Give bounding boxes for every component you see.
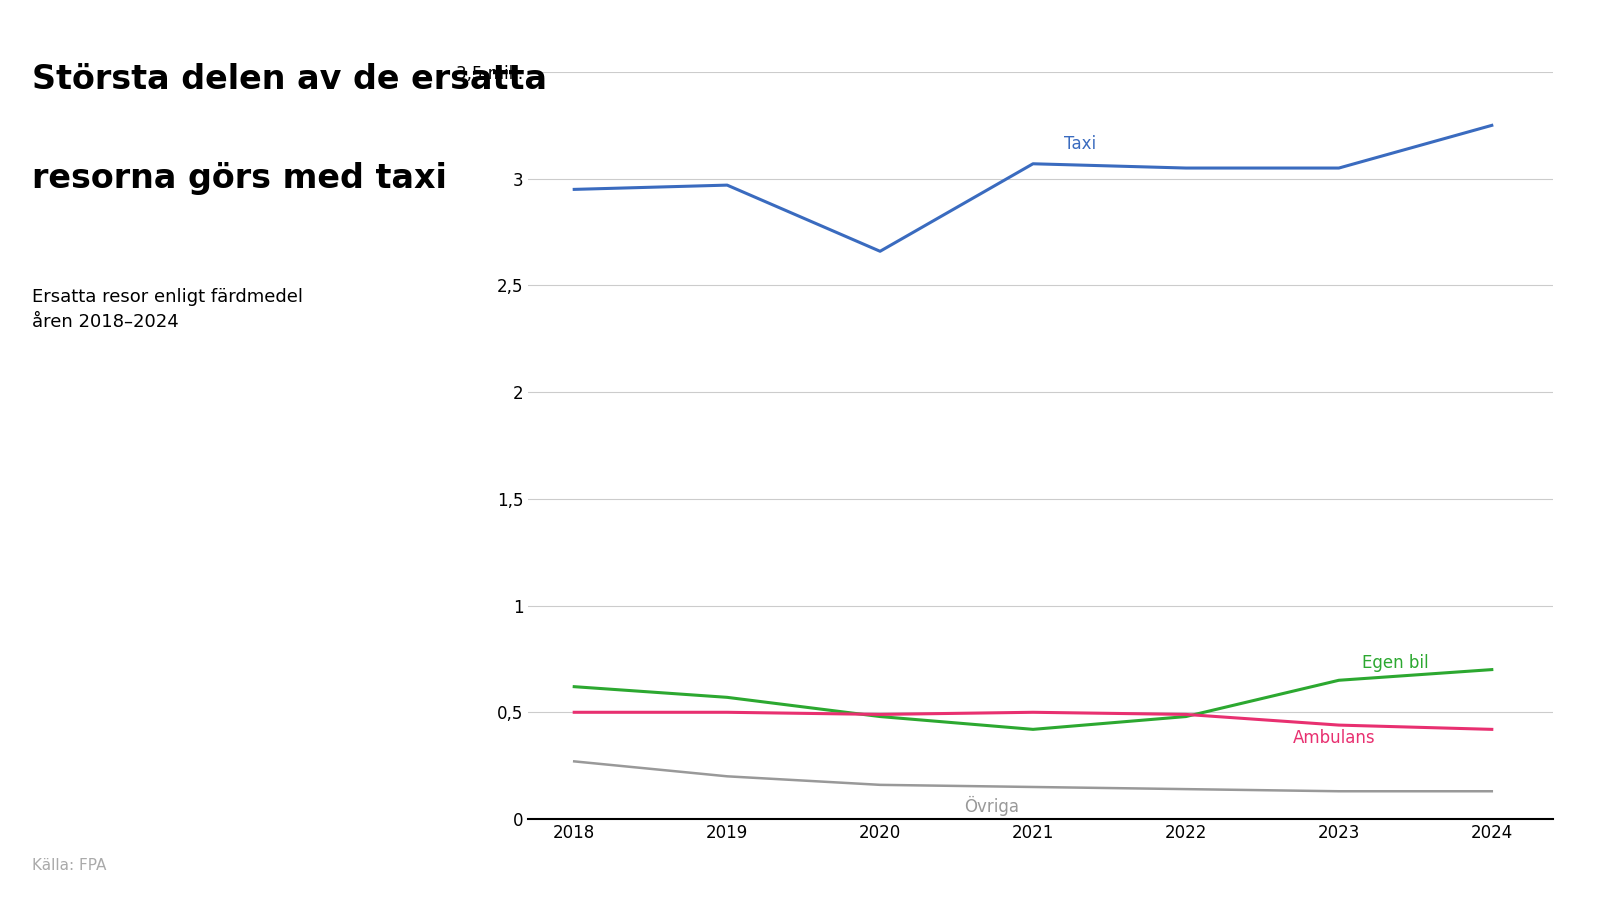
Text: Källa: FPA: Källa: FPA (32, 858, 106, 873)
Text: Ersatta resor enligt färdmedel
åren 2018–2024: Ersatta resor enligt färdmedel åren 2018… (32, 288, 303, 331)
Text: Taxi: Taxi (1063, 135, 1095, 153)
Text: Övriga: Övriga (964, 796, 1020, 815)
Text: Ambulans: Ambulans (1294, 729, 1375, 747)
Text: Egen bil: Egen bil (1362, 653, 1428, 671)
Text: Största delen av de ersatta: Största delen av de ersatta (32, 63, 548, 96)
Text: resorna görs med taxi: resorna görs med taxi (32, 162, 447, 195)
